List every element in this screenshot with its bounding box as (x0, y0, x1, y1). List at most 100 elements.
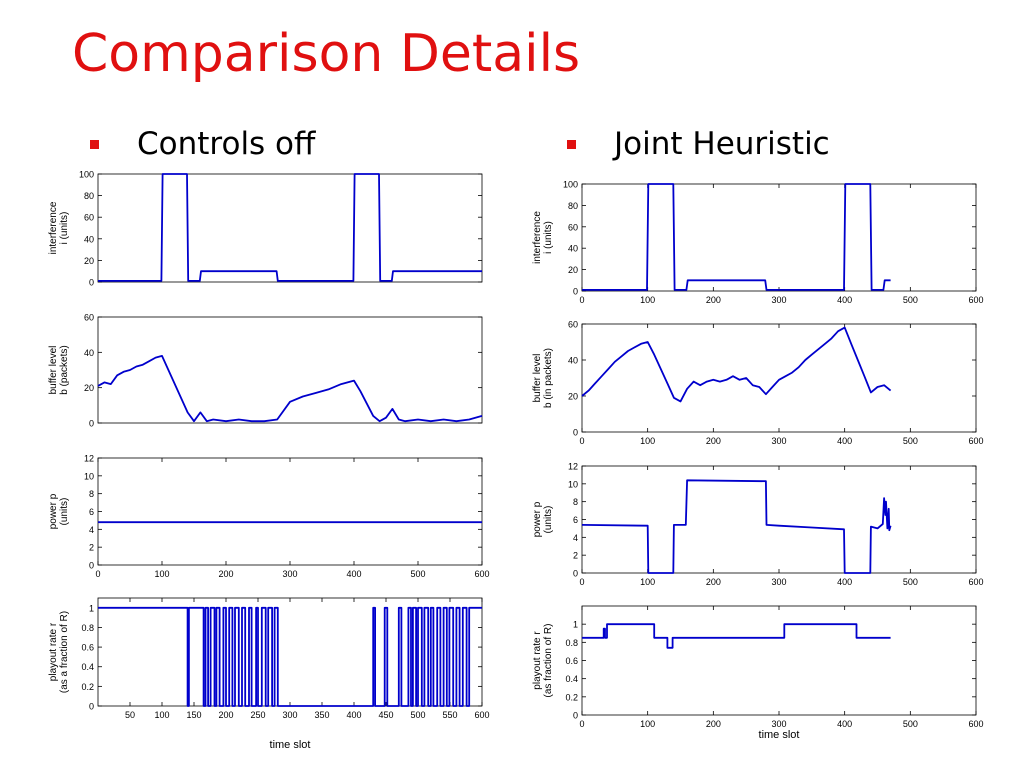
chart-panel-left-3: 0 2 4 6 8 10 12 0 100 200 300 400 500 600 power p (unit… (48, 454, 490, 580)
series-line (582, 623, 891, 649)
y-tick-label: 40 (84, 234, 94, 244)
y-axis-label: playout rate r (48, 622, 59, 681)
y-axis-label: interference (532, 211, 543, 264)
x-tick-label: 300 (282, 710, 297, 720)
y-tick-label: 0.8 (565, 638, 578, 648)
y-tick-label: 2 (89, 543, 94, 553)
plot-frame (581, 465, 977, 574)
y-tick-label: 1 (89, 603, 94, 613)
plot-frame (581, 323, 977, 433)
y-tick-label: 0.6 (565, 656, 578, 666)
series-line (97, 354, 483, 423)
y-tick-label: 0.2 (565, 692, 578, 702)
y-tick-label: 0.2 (81, 682, 94, 692)
x-tick-label: 300 (771, 577, 786, 587)
y-tick-label: 10 (84, 471, 94, 481)
x-tick-label: 50 (125, 710, 135, 720)
bullet-label: Controls off (137, 126, 316, 162)
series-line (582, 183, 891, 291)
y-tick-label: 80 (568, 201, 578, 211)
x-tick-label: 400 (837, 295, 852, 305)
y-tick-label: 20 (568, 265, 578, 275)
y-tick-label: 40 (568, 356, 578, 366)
y-axis-label: i (units) (543, 221, 554, 254)
y-tick-label: 20 (84, 383, 94, 393)
y-tick-label: 60 (84, 213, 94, 223)
y-tick-label: 2 (573, 551, 578, 561)
y-tick-label: 1 (573, 620, 578, 630)
x-tick-label: 100 (640, 577, 655, 587)
y-tick-label: 0 (89, 561, 94, 571)
x-tick-label: 300 (771, 436, 786, 446)
y-tick-label: 40 (568, 244, 578, 254)
y-tick-label: 0 (573, 569, 578, 579)
x-tick-label: 200 (706, 577, 721, 587)
x-tick-label: 600 (474, 710, 489, 720)
y-axis-label: (as a fraction of R) (59, 611, 70, 693)
y-tick-label: 10 (568, 479, 578, 489)
x-tick-label: 600 (968, 719, 983, 729)
y-axis-label: power p (48, 493, 59, 529)
x-tick-label: 200 (706, 719, 721, 729)
chart-panel-right-4: 0 0.2 0.4 0.6 0.8 1 0 100 200 300 400 500 600 playout… (532, 605, 984, 741)
x-tick-label: 200 (706, 295, 721, 305)
chart-panel-left-2: 0 20 40 60 buffer level b (packets) (48, 313, 483, 429)
y-tick-label: 6 (89, 507, 94, 517)
y-tick-label: 8 (89, 489, 94, 499)
x-axis-label: time slot (270, 739, 311, 751)
y-axis-label: b (in packets) (543, 348, 554, 408)
x-tick-label: 100 (154, 710, 169, 720)
x-tick-label: 300 (771, 295, 786, 305)
x-tick-label: 200 (706, 436, 721, 446)
series-line (581, 326, 892, 403)
series-line (98, 606, 482, 707)
x-tick-label: 100 (640, 295, 655, 305)
bullet-square-icon (90, 139, 99, 149)
x-tick-label: 500 (410, 569, 425, 579)
y-axis-label: power p (532, 501, 543, 537)
x-tick-label: 200 (218, 569, 233, 579)
plot-frame (97, 457, 483, 566)
y-tick-label: 20 (568, 392, 578, 402)
x-tick-label: 600 (474, 569, 489, 579)
x-tick-label: 400 (837, 577, 852, 587)
x-tick-label: 250 (250, 710, 265, 720)
chart-panel-right-1: 0 20 40 60 80 100 0 100 200 300 400 500 600 interfere… (532, 180, 984, 306)
series-line (98, 173, 482, 282)
y-axis-label: (units) (59, 498, 70, 526)
x-tick-label: 0 (579, 295, 584, 305)
bullet-controls-off: Controls off (90, 126, 315, 162)
x-tick-label: 500 (903, 295, 918, 305)
y-tick-label: 0 (89, 702, 94, 712)
chart-panel-left-1: 0 20 40 60 80 100 interference i (units) (48, 170, 483, 288)
x-tick-label: 300 (771, 719, 786, 729)
series-line (581, 479, 892, 574)
y-tick-label: 12 (568, 462, 578, 472)
x-tick-label: 0 (579, 436, 584, 446)
bullet-label: Joint Heuristic (614, 126, 830, 162)
x-tick-label: 400 (346, 710, 361, 720)
x-tick-label: 100 (154, 569, 169, 579)
x-tick-label: 150 (186, 710, 201, 720)
x-tick-label: 500 (903, 436, 918, 446)
x-tick-label: 450 (378, 710, 393, 720)
y-axis-label: playout rate r (532, 631, 543, 690)
plot-frame (581, 183, 977, 292)
y-tick-label: 0 (573, 428, 578, 438)
y-tick-label: 60 (568, 222, 578, 232)
x-axis-label: time slot (759, 729, 800, 741)
x-tick-label: 0 (579, 719, 584, 729)
x-tick-label: 200 (218, 710, 233, 720)
bullet-joint-heuristic: Joint Heuristic (567, 126, 830, 162)
y-tick-label: 100 (79, 170, 94, 180)
x-tick-label: 550 (442, 710, 457, 720)
y-tick-label: 12 (84, 454, 94, 464)
x-tick-label: 400 (346, 569, 361, 579)
slide-title: Comparison Details (72, 24, 581, 84)
x-tick-label: 400 (837, 436, 852, 446)
y-tick-label: 20 (84, 256, 94, 266)
plot-frame (97, 173, 483, 283)
